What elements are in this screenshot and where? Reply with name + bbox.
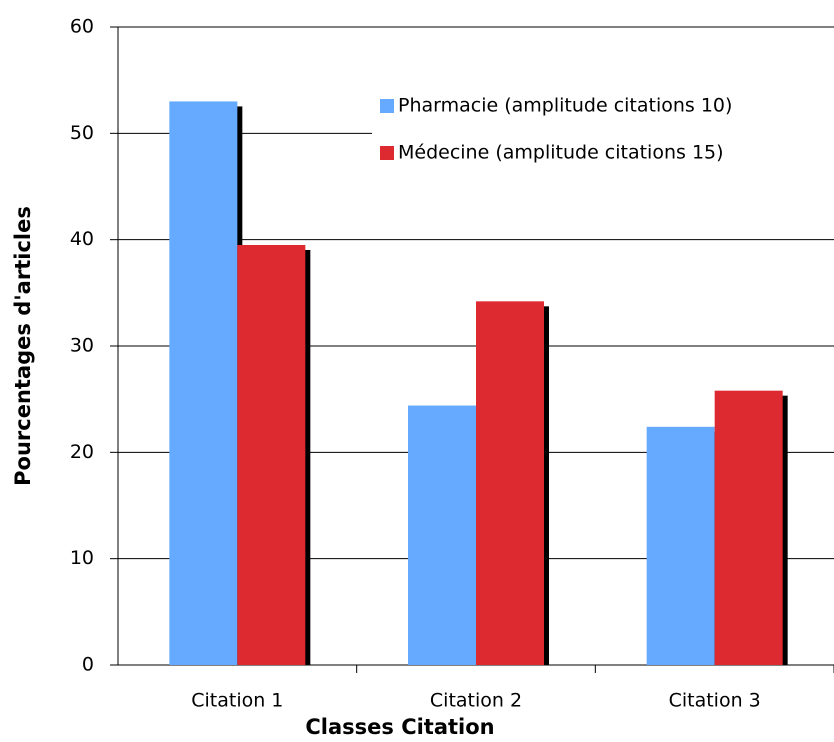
bar	[646, 426, 715, 665]
legend-label: Médecine (amplitude citations 15)	[398, 142, 724, 164]
y-tick-label: 20	[70, 441, 94, 463]
bar	[169, 101, 238, 665]
y-tick-label: 10	[70, 547, 94, 569]
bar	[476, 301, 544, 665]
y-tick-label: 40	[70, 228, 94, 250]
y-tick-label: 30	[70, 335, 94, 357]
legend-swatch	[380, 146, 394, 160]
legend-label: Pharmacie (amplitude citations 10)	[398, 95, 732, 117]
bar	[714, 390, 783, 665]
bar	[408, 405, 476, 665]
x-tick-label: Citation 1	[191, 690, 283, 712]
y-axis-title: Pourcentages d'articles	[11, 206, 35, 486]
bar	[237, 244, 306, 665]
legend-box	[372, 82, 834, 174]
legend-swatch	[380, 99, 394, 113]
y-tick-label: 60	[70, 16, 94, 38]
x-tick-label: Citation 2	[430, 690, 522, 712]
y-tick-label: 50	[70, 122, 94, 144]
x-axis-title: Classes Citation	[305, 715, 494, 739]
x-tick-label: Citation 3	[669, 690, 761, 712]
y-tick-label: 0	[82, 654, 94, 676]
